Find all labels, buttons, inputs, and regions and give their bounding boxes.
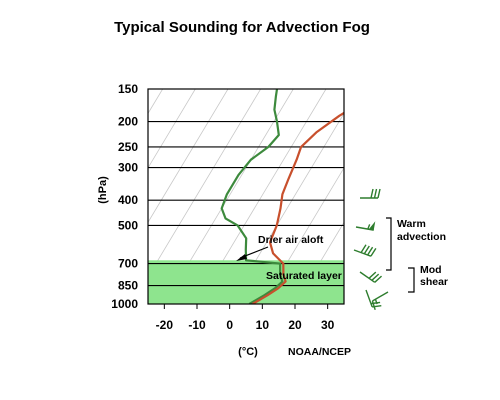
y-tick-label: 850 <box>118 279 138 293</box>
x-tick-label: 30 <box>321 318 335 332</box>
wind-barb-flag <box>373 188 378 199</box>
saturated-layer-isobars <box>148 263 344 304</box>
wind-barb-flag <box>368 271 377 279</box>
wind-barb-flag <box>374 275 383 283</box>
wind-barb-staff <box>372 291 389 302</box>
annotation-arrow-head <box>236 254 247 261</box>
y-tick-label: 500 <box>118 218 138 232</box>
isotherm-line <box>0 89 97 304</box>
y-tick-label: 300 <box>118 161 138 175</box>
wind-barb-half-flag <box>374 299 378 305</box>
wind-barb-staff <box>365 289 373 308</box>
annotation-mod-shear-line1: Mod <box>420 264 442 276</box>
wind-barb <box>355 221 376 231</box>
annotation-saturated-layer: Saturated layer <box>266 270 342 282</box>
annotation-warm-advection-line1: Warm <box>397 218 426 230</box>
wind-barb-flag <box>371 273 380 281</box>
isotherm-line <box>0 89 65 304</box>
wind-barb-flag <box>367 246 374 256</box>
plot-frame <box>147 88 345 305</box>
wind-barb-flag <box>377 188 381 199</box>
isotherm-line <box>148 89 196 169</box>
wind-barbs <box>353 188 389 311</box>
y-tick-label: 400 <box>118 193 138 207</box>
y-tick-label: 1000 <box>111 297 138 311</box>
isotherm-line <box>0 89 32 304</box>
annotation-warm-advection-line2: advection <box>397 231 446 243</box>
saturated-layer-band <box>148 260 344 304</box>
x-tick-label: 10 <box>256 318 270 332</box>
wind-barb-half-flag <box>367 224 371 230</box>
annotation-drier-air-aloft: Drier air aloft <box>258 234 324 246</box>
x-axis-label: (°C) <box>238 346 258 358</box>
wind-barb-flag <box>363 245 370 255</box>
wind-barb-pennant <box>368 221 376 231</box>
y-tick-label: 700 <box>118 257 138 271</box>
mod-shear-bracket <box>408 267 415 293</box>
wind-barb-flag <box>360 244 367 253</box>
warm-advection-bracket <box>386 217 392 271</box>
isotherm-line <box>148 89 229 224</box>
x-tick-label: -20 <box>156 318 174 332</box>
wind-barb-flag <box>370 188 374 199</box>
isotherm-line <box>1 89 130 304</box>
y-tick-label: 250 <box>118 140 138 154</box>
wind-barb <box>359 271 383 283</box>
x-tick-label: -10 <box>188 318 206 332</box>
x-tick-label: 20 <box>288 318 302 332</box>
x-tick-label: 0 <box>226 318 233 332</box>
wind-barb-flag <box>371 300 376 311</box>
wind-barb-staff <box>359 271 376 283</box>
y-axis-ticks: 150 200 250 300 400 500 700 850 1000 <box>111 82 138 311</box>
x-axis-ticks: -20 -10 0 10 20 30 <box>156 304 335 332</box>
y-tick-label: 200 <box>118 115 138 129</box>
isotherm-line <box>393 89 500 304</box>
chart-title: Typical Sounding for Advection Fog <box>114 19 370 36</box>
wind-barb-flag <box>370 248 377 257</box>
dewpoint-series-line <box>220 89 284 304</box>
temperature-series-line <box>251 111 344 304</box>
wind-barb <box>353 244 377 257</box>
plot-area <box>0 89 500 304</box>
wind-barb <box>371 291 389 311</box>
wind-barb <box>360 188 381 199</box>
credit-label: NOAA/NCEP <box>288 346 351 358</box>
y-tick-label: 150 <box>118 82 138 96</box>
annotation-mod-shear-line2: shear <box>420 276 448 288</box>
y-axis-label: (hPa) <box>97 176 109 204</box>
